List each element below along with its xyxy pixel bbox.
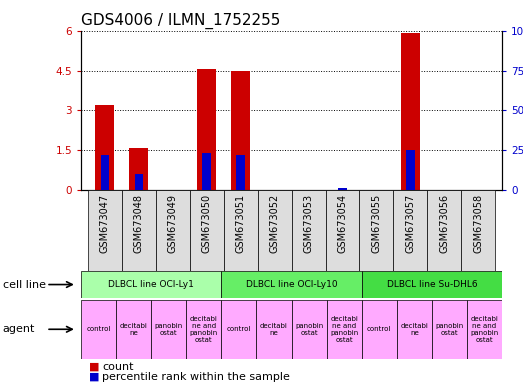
Text: GSM673056: GSM673056	[439, 194, 449, 253]
FancyBboxPatch shape	[362, 300, 397, 359]
FancyBboxPatch shape	[151, 300, 186, 359]
Text: panobin
ostat: panobin ostat	[295, 323, 323, 336]
FancyBboxPatch shape	[156, 190, 190, 271]
FancyBboxPatch shape	[258, 190, 292, 271]
Text: control: control	[227, 326, 251, 332]
FancyBboxPatch shape	[224, 190, 258, 271]
FancyBboxPatch shape	[190, 190, 224, 271]
Text: decitabi
ne and
panobin
ostat: decitabi ne and panobin ostat	[470, 316, 498, 343]
Text: GSM673052: GSM673052	[269, 194, 280, 253]
Bar	[406, 150, 415, 190]
Bar	[96, 105, 114, 190]
Text: ■: ■	[89, 372, 99, 382]
FancyBboxPatch shape	[362, 271, 502, 298]
Bar	[202, 154, 211, 190]
FancyBboxPatch shape	[186, 300, 221, 359]
FancyBboxPatch shape	[427, 190, 461, 271]
Text: decitabi
ne: decitabi ne	[260, 323, 288, 336]
Text: GSM673057: GSM673057	[405, 194, 415, 253]
Text: GSM673055: GSM673055	[371, 194, 381, 253]
Text: GSM673048: GSM673048	[134, 194, 144, 253]
Bar	[134, 174, 143, 190]
FancyBboxPatch shape	[393, 190, 427, 271]
Text: decitabi
ne: decitabi ne	[401, 323, 428, 336]
Text: decitabi
ne and
panobin
ostat: decitabi ne and panobin ostat	[330, 316, 358, 343]
FancyBboxPatch shape	[81, 300, 116, 359]
Text: control: control	[86, 326, 111, 332]
Text: GDS4006 / ILMN_1752255: GDS4006 / ILMN_1752255	[81, 13, 280, 29]
FancyBboxPatch shape	[292, 300, 327, 359]
Text: ■: ■	[89, 362, 99, 372]
FancyBboxPatch shape	[116, 300, 151, 359]
FancyBboxPatch shape	[256, 300, 292, 359]
Text: DLBCL line Su-DHL6: DLBCL line Su-DHL6	[386, 280, 477, 289]
FancyBboxPatch shape	[221, 271, 362, 298]
Bar	[130, 147, 148, 190]
Text: GSM673049: GSM673049	[168, 194, 178, 253]
Text: DLBCL line OCI-Ly10: DLBCL line OCI-Ly10	[246, 280, 337, 289]
Bar	[231, 71, 250, 190]
FancyBboxPatch shape	[359, 190, 393, 271]
Text: count: count	[102, 362, 133, 372]
Text: panobin
ostat: panobin ostat	[155, 323, 183, 336]
Text: control: control	[367, 326, 392, 332]
FancyBboxPatch shape	[88, 190, 122, 271]
FancyBboxPatch shape	[461, 190, 495, 271]
Text: decitabi
ne and
panobin
ostat: decitabi ne and panobin ostat	[190, 316, 218, 343]
FancyBboxPatch shape	[327, 300, 362, 359]
Bar	[236, 155, 245, 190]
FancyBboxPatch shape	[467, 300, 502, 359]
Bar	[401, 33, 420, 190]
Text: decitabi
ne: decitabi ne	[120, 323, 147, 336]
Text: DLBCL line OCI-Ly1: DLBCL line OCI-Ly1	[108, 280, 194, 289]
Text: agent: agent	[3, 324, 35, 334]
Text: panobin
ostat: panobin ostat	[435, 323, 463, 336]
FancyBboxPatch shape	[325, 190, 359, 271]
Bar	[197, 69, 216, 190]
FancyBboxPatch shape	[122, 190, 156, 271]
Text: cell line: cell line	[3, 280, 46, 290]
Text: GSM673050: GSM673050	[202, 194, 212, 253]
Text: GSM673058: GSM673058	[473, 194, 483, 253]
FancyBboxPatch shape	[432, 300, 467, 359]
FancyBboxPatch shape	[397, 300, 432, 359]
Text: GSM673047: GSM673047	[100, 194, 110, 253]
FancyBboxPatch shape	[221, 300, 256, 359]
Bar	[338, 189, 347, 190]
Text: GSM673054: GSM673054	[337, 194, 347, 253]
Text: GSM673053: GSM673053	[303, 194, 314, 253]
Bar	[100, 155, 109, 190]
FancyBboxPatch shape	[292, 190, 325, 271]
Text: GSM673051: GSM673051	[236, 194, 246, 253]
FancyBboxPatch shape	[81, 271, 221, 298]
Text: percentile rank within the sample: percentile rank within the sample	[102, 372, 290, 382]
